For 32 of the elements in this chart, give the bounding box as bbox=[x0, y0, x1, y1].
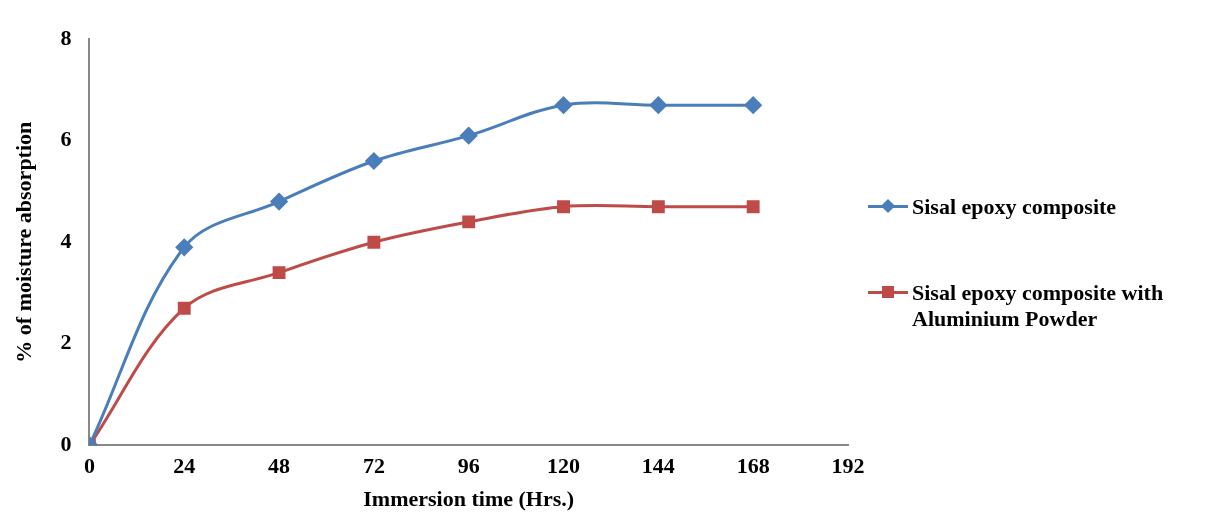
y-tick-label: 2 bbox=[60, 329, 72, 355]
y-tick-label: 8 bbox=[60, 24, 72, 50]
point bbox=[744, 96, 762, 114]
x-tick-label: 168 bbox=[736, 453, 770, 479]
x-tick-label: 144 bbox=[641, 453, 675, 479]
y-axis-title: % of moisture absorption bbox=[10, 121, 36, 363]
y-tick-label: 6 bbox=[60, 126, 72, 152]
point bbox=[462, 215, 476, 229]
point bbox=[177, 301, 191, 315]
x-tick-label: 96 bbox=[457, 453, 480, 479]
legend-label: Sisal epoxy composite bbox=[912, 194, 1117, 220]
point bbox=[555, 96, 573, 114]
point bbox=[175, 238, 193, 256]
point bbox=[746, 200, 760, 214]
x-tick-label: 120 bbox=[547, 453, 581, 479]
point bbox=[557, 200, 570, 214]
x-axis-title: Immersion time (Hrs.) bbox=[363, 486, 575, 512]
y-tick-label: 4 bbox=[60, 227, 72, 253]
y-tick-label: 0 bbox=[60, 430, 72, 456]
point bbox=[272, 266, 286, 280]
legend-label: Sisal epoxy composite with Aluminium Powder bbox=[912, 280, 1165, 332]
point bbox=[270, 193, 288, 211]
point bbox=[367, 235, 381, 249]
x-tick-label: 48 bbox=[268, 453, 291, 479]
point bbox=[651, 200, 665, 214]
x-tick-label: 192 bbox=[831, 453, 865, 479]
point bbox=[649, 96, 667, 114]
point bbox=[365, 152, 383, 170]
x-tick-label: 72 bbox=[362, 453, 385, 479]
x-tick-label: 0 bbox=[83, 453, 95, 479]
x-tick-label: 24 bbox=[173, 453, 196, 479]
point bbox=[460, 127, 478, 145]
